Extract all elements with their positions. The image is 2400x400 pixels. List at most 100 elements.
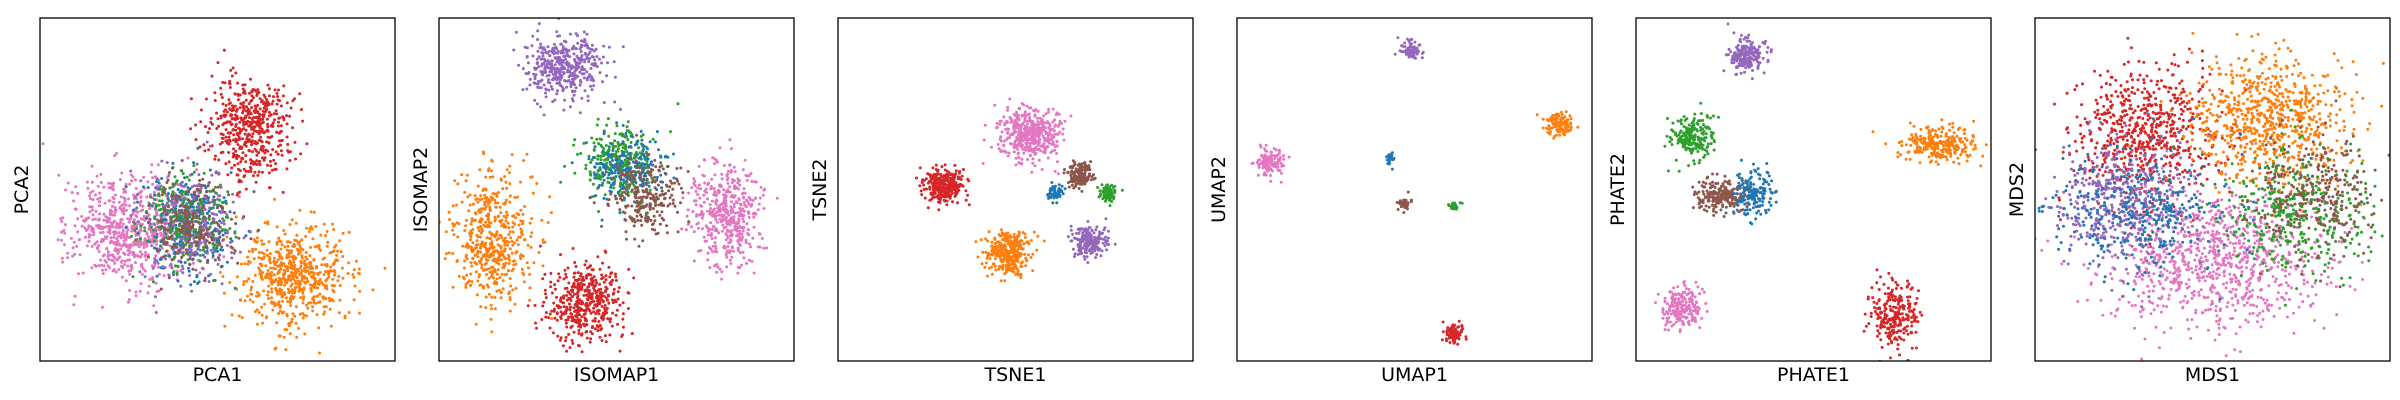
point: [575, 310, 579, 314]
point: [549, 280, 553, 284]
point: [205, 230, 209, 234]
point: [263, 130, 267, 134]
point: [324, 279, 328, 283]
point: [582, 283, 586, 287]
point: [117, 200, 121, 204]
point: [249, 230, 252, 234]
point: [153, 260, 157, 264]
point: [113, 261, 117, 265]
point: [176, 188, 180, 192]
point: [256, 141, 259, 145]
point: [219, 116, 223, 120]
point: [559, 317, 563, 320]
point: [737, 235, 741, 239]
point: [205, 233, 209, 236]
point: [452, 233, 456, 237]
point: [216, 117, 220, 121]
point: [198, 248, 202, 252]
point: [271, 266, 275, 270]
point: [234, 140, 238, 143]
point: [598, 267, 602, 271]
point: [571, 46, 575, 50]
point: [474, 270, 478, 274]
point: [112, 268, 116, 272]
point: [192, 161, 196, 165]
point: [175, 245, 178, 249]
point: [737, 249, 740, 253]
point: [291, 126, 294, 130]
point: [114, 193, 118, 197]
point: [744, 205, 748, 209]
point: [540, 57, 544, 61]
point: [722, 193, 725, 197]
point: [256, 290, 259, 294]
point: [272, 112, 276, 116]
point: [708, 212, 712, 216]
point: [511, 221, 515, 225]
point: [221, 275, 225, 278]
point: [190, 289, 194, 293]
point: [705, 191, 708, 195]
point: [708, 209, 712, 213]
point: [579, 272, 583, 276]
point: [561, 301, 565, 305]
point: [550, 211, 553, 215]
point: [275, 260, 279, 264]
point: [260, 313, 264, 317]
point: [701, 212, 705, 216]
point: [218, 219, 222, 223]
point: [484, 205, 488, 209]
point: [621, 132, 625, 136]
point: [335, 253, 338, 257]
point: [600, 61, 603, 65]
point: [568, 315, 572, 319]
point: [266, 163, 269, 167]
point: [588, 289, 591, 293]
point: [267, 240, 271, 244]
point: [288, 324, 291, 328]
point: [516, 195, 519, 199]
point: [598, 57, 601, 61]
point: [605, 306, 609, 310]
point: [118, 255, 122, 259]
point: [232, 154, 236, 158]
point: [125, 243, 129, 247]
point: [638, 151, 642, 155]
point: [514, 251, 518, 255]
point: [464, 179, 468, 183]
point: [138, 289, 142, 293]
point: [539, 86, 543, 90]
point: [573, 58, 577, 61]
point: [533, 81, 537, 85]
point: [725, 215, 728, 219]
point: [266, 220, 270, 224]
point: [510, 251, 514, 255]
point: [697, 226, 700, 230]
point: [190, 220, 194, 224]
point: [473, 260, 477, 264]
point: [119, 233, 123, 237]
point: [202, 248, 205, 252]
point: [150, 204, 154, 208]
point: [238, 93, 242, 97]
point: [611, 292, 615, 296]
point: [194, 123, 198, 127]
point: [481, 207, 485, 211]
point: [272, 256, 276, 260]
point: [187, 266, 190, 270]
point: [574, 314, 578, 318]
point: [109, 236, 113, 240]
point: [508, 296, 512, 299]
point: [557, 71, 561, 75]
point: [565, 349, 569, 353]
point: [147, 284, 151, 288]
point: [272, 273, 276, 277]
point: [250, 285, 253, 289]
point: [697, 164, 701, 168]
point: [544, 296, 548, 300]
point: [146, 180, 150, 184]
point: [577, 328, 581, 332]
point: [502, 202, 506, 206]
cluster-purple: [512, 18, 625, 117]
point: [122, 251, 126, 255]
